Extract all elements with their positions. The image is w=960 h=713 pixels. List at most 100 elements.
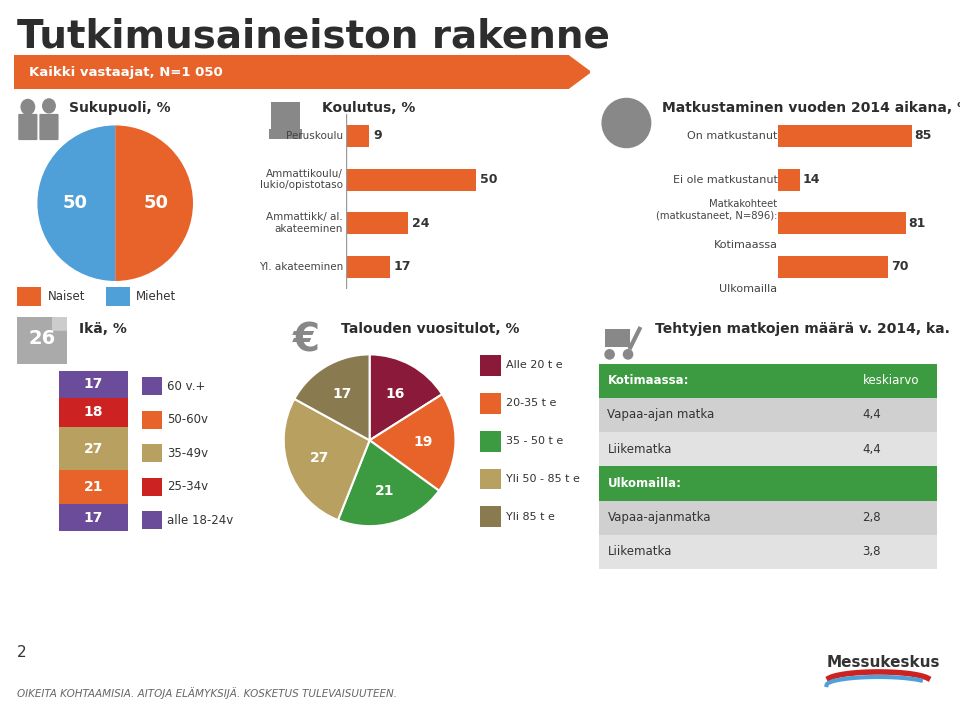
Bar: [52, 317, 67, 331]
Bar: [269, 130, 302, 139]
Bar: [842, 432, 937, 466]
Text: Tehtyjen matkojen määrä v. 2014, ka.: Tehtyjen matkojen määrä v. 2014, ka.: [655, 322, 949, 337]
Text: 4,4: 4,4: [863, 409, 881, 421]
Bar: [599, 398, 842, 432]
Text: 60 v.+: 60 v.+: [167, 379, 205, 393]
Text: Ei ole matkustanut: Ei ole matkustanut: [673, 175, 778, 185]
Bar: [142, 411, 162, 429]
Bar: [778, 125, 912, 147]
Text: Yli 85 t e: Yli 85 t e: [507, 512, 556, 522]
Text: 85: 85: [915, 130, 932, 143]
Text: Yli 50 - 85 t e: Yli 50 - 85 t e: [507, 474, 581, 484]
Bar: [59, 427, 129, 471]
Bar: [599, 466, 842, 501]
Text: 18: 18: [84, 406, 104, 419]
Bar: [842, 398, 937, 432]
Bar: [778, 212, 906, 234]
Bar: [346, 125, 369, 147]
Text: 19: 19: [413, 435, 433, 449]
Bar: [842, 466, 937, 501]
Text: 70: 70: [891, 260, 908, 273]
Bar: [480, 431, 501, 451]
Text: Yl. akateeminen: Yl. akateeminen: [259, 262, 343, 272]
Bar: [142, 511, 162, 530]
Text: Ikä, %: Ikä, %: [79, 322, 127, 337]
Text: 14: 14: [803, 173, 820, 186]
Text: 27: 27: [84, 441, 104, 456]
Text: Peruskoulu: Peruskoulu: [286, 131, 343, 141]
Bar: [599, 535, 842, 569]
Wedge shape: [370, 354, 443, 441]
Text: 17: 17: [84, 377, 104, 391]
Bar: [142, 377, 162, 396]
Text: Liikematka: Liikematka: [608, 545, 672, 558]
Text: Kaikki vastaajat, N=1 050: Kaikki vastaajat, N=1 050: [29, 66, 223, 78]
Text: Sukupuoli, %: Sukupuoli, %: [69, 101, 171, 116]
Bar: [142, 478, 162, 496]
Bar: [480, 355, 501, 376]
Text: Ammattikk/ al.
akateeminen: Ammattikk/ al. akateeminen: [266, 212, 343, 234]
Wedge shape: [338, 441, 439, 526]
Text: Kotimaassa:: Kotimaassa:: [608, 374, 689, 387]
Wedge shape: [115, 125, 193, 281]
Text: 35 - 50 t e: 35 - 50 t e: [507, 436, 564, 446]
Text: 2: 2: [17, 645, 27, 660]
Circle shape: [623, 350, 633, 359]
Bar: [346, 256, 390, 278]
Text: keskiarvo: keskiarvo: [863, 374, 919, 387]
Text: Ammattikoulu/
lukio/opistotaso: Ammattikoulu/ lukio/opistotaso: [260, 169, 343, 190]
Text: 27: 27: [310, 451, 329, 466]
Bar: [59, 471, 129, 504]
Text: Matkakohteet
(matkustaneet, N=896):: Matkakohteet (matkustaneet, N=896):: [657, 200, 778, 221]
Circle shape: [42, 99, 56, 113]
Bar: [599, 364, 842, 398]
Text: Vapaa-ajanmatka: Vapaa-ajanmatka: [608, 511, 711, 524]
Text: 17: 17: [394, 260, 411, 273]
Bar: [599, 501, 842, 535]
Bar: [599, 432, 842, 466]
Wedge shape: [284, 399, 370, 520]
Bar: [842, 364, 937, 398]
Text: Ulkomailla:: Ulkomailla:: [608, 477, 682, 490]
Text: 20-35 t e: 20-35 t e: [507, 399, 557, 409]
Text: 2,8: 2,8: [863, 511, 881, 524]
Bar: [842, 535, 937, 569]
Text: 50: 50: [143, 194, 168, 212]
Bar: [106, 287, 131, 306]
Text: OIKEITA KOHTAAMISIA. AITOJA ELÄMYKSIJÄ. KOSKETUS TULEVAISUUTEEN.: OIKEITA KOHTAAMISIA. AITOJA ELÄMYKSIJÄ. …: [17, 687, 397, 699]
Text: Talouden vuositulot, %: Talouden vuositulot, %: [341, 322, 519, 337]
Text: 35-49v: 35-49v: [167, 446, 208, 460]
Text: Naiset: Naiset: [47, 290, 85, 303]
Text: Vapaa-ajan matka: Vapaa-ajan matka: [608, 409, 715, 421]
FancyBboxPatch shape: [18, 114, 37, 140]
Text: 17: 17: [333, 387, 352, 401]
Bar: [480, 468, 501, 489]
Text: On matkustanut: On matkustanut: [687, 131, 778, 141]
Circle shape: [21, 100, 35, 115]
Circle shape: [604, 101, 649, 145]
Bar: [346, 169, 476, 190]
Text: 16: 16: [386, 386, 405, 401]
Text: Tutkimusaineiston rakenne: Tutkimusaineiston rakenne: [17, 18, 611, 56]
Wedge shape: [37, 125, 115, 281]
Text: 24: 24: [412, 217, 429, 230]
Text: Messukeskus: Messukeskus: [827, 655, 940, 670]
Text: 50: 50: [480, 173, 497, 186]
Wedge shape: [370, 394, 455, 491]
Text: Koulutus, %: Koulutus, %: [322, 101, 415, 116]
Bar: [59, 371, 129, 398]
Bar: [842, 501, 937, 535]
Text: 21: 21: [374, 484, 395, 498]
Bar: [778, 169, 800, 190]
Text: €: €: [293, 322, 320, 359]
Text: 50: 50: [62, 194, 87, 212]
Text: Matkustaminen vuoden 2014 aikana, %: Matkustaminen vuoden 2014 aikana, %: [662, 101, 960, 116]
Text: 26: 26: [29, 329, 56, 348]
Text: 25-34v: 25-34v: [167, 480, 208, 493]
Wedge shape: [295, 354, 370, 441]
Bar: [480, 393, 501, 414]
Text: 4,4: 4,4: [863, 443, 881, 456]
Text: Kotimaassa: Kotimaassa: [713, 240, 778, 250]
Bar: [778, 256, 889, 278]
Text: 50-60v: 50-60v: [167, 413, 208, 426]
